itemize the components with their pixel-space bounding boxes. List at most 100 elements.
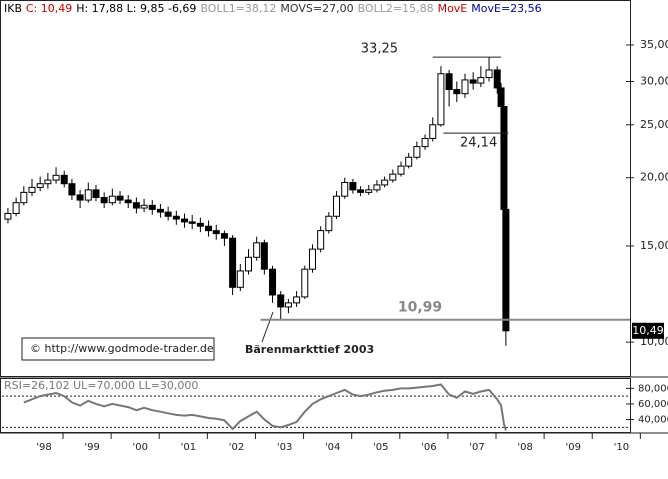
candle-body [52,174,60,181]
candle-body [20,191,28,204]
candle-body [188,221,196,224]
candle-body [244,256,252,272]
candle-body [148,204,156,210]
candle-body [284,302,292,308]
header-part: C: 10,49 [26,2,72,15]
y-tick-label: 20,00 [640,171,668,184]
x-tick-label: '06 [421,442,436,453]
y-tick-label: 30,00 [640,75,668,88]
candle-body [44,179,52,185]
candle-body [477,77,485,84]
candle-body [325,215,333,232]
header-part: IKB [4,2,22,15]
candle-body [236,270,244,288]
candle-body [92,189,100,198]
candle-body [4,212,12,220]
rsi-title: RSI=26,102 UL=70,000 LL=30,000 [4,379,198,392]
candle-body [308,248,316,270]
candle-body [172,215,180,220]
x-tick-label: '08 [517,442,532,453]
candle-body [28,186,36,193]
x-tick-label: '04 [325,442,340,453]
candle-body [108,195,116,204]
y-tick-label: 25,00 [640,118,668,131]
candle-body [429,124,437,139]
copyright: © http://www.godmode-trader.de [30,342,214,355]
candle-body [60,174,68,185]
rsi-line [23,383,507,431]
candle-body [453,89,461,95]
candle-body [461,79,469,95]
header-part: MovE=23,56 [471,2,541,15]
y-tick-label: 15,00 [640,239,668,252]
last-price: 10,49 [632,324,664,337]
copyright-box [21,337,215,361]
level-label: 24,14 [460,136,497,151]
candle-body [229,237,237,288]
candle-body [277,294,285,308]
candle-body [260,242,268,270]
y-tick-label: 35,00 [640,38,668,51]
candle-body [341,181,349,197]
candle-body [205,225,213,232]
candle-body [116,195,124,201]
candle-body [349,181,357,191]
candle-body [373,184,381,191]
candle-body [413,146,421,158]
candle-body [301,268,309,298]
candle-body [196,222,204,227]
candle-body [437,73,445,126]
x-tick-label: '99 [84,442,99,453]
low-note: Bärenmarkttief 2003 [245,343,374,356]
candle-body [12,202,20,214]
x-tick-label: '07 [469,442,484,453]
candle-body [485,69,493,79]
candle-body [365,189,373,193]
x-tick-label: '02 [229,442,244,453]
candle-body [389,173,397,181]
candle-body [181,218,189,223]
header-part: BOLL1=38,12 [200,2,276,15]
header-part: BOLL2=15,88 [358,2,434,15]
level-label: 33,25 [361,42,398,57]
rsi-tick-label: 80,000 [638,383,668,394]
candle-body [317,230,325,250]
candle-body [36,183,44,188]
x-tick-label: '98 [36,442,51,453]
candle-body [140,204,148,209]
header: IKB C: 10,49 H: 17,88 L: 9,85 -6,69 BOLL1=3… [4,2,542,15]
x-tick-label: '00 [132,442,147,453]
candle-body [293,296,301,304]
x-tick-label: '10 [614,442,629,453]
candle-body [421,137,429,148]
candle-body [100,196,108,204]
candle-body [68,183,76,196]
header-part: H: 17,88 L: 9,85 -6,69 [76,2,196,15]
candle-body [397,165,405,175]
candle-body [445,73,453,91]
candle-body [124,199,132,204]
level-label: 10,99 [398,300,442,316]
candle-body [253,242,261,258]
candle-body [156,208,164,213]
candle-body [381,179,389,186]
x-tick-label: '05 [373,442,388,453]
candle-body [405,156,413,167]
candle-body [84,189,92,201]
x-tick-label: '03 [277,442,292,453]
candle-body [220,233,228,239]
x-tick-label: '01 [181,442,196,453]
x-tick-label: '09 [565,442,580,453]
candle-body [212,230,220,235]
candle-body [469,79,477,84]
rsi-tick-label: 60,000 [638,399,668,410]
candle-body [493,69,501,89]
candle-body [164,211,172,217]
header-part: MovE [438,2,468,15]
candle-body [269,268,277,296]
candle-body [333,195,341,217]
candle-body [502,208,510,332]
header-part: MOVS=27,00 [280,2,353,15]
